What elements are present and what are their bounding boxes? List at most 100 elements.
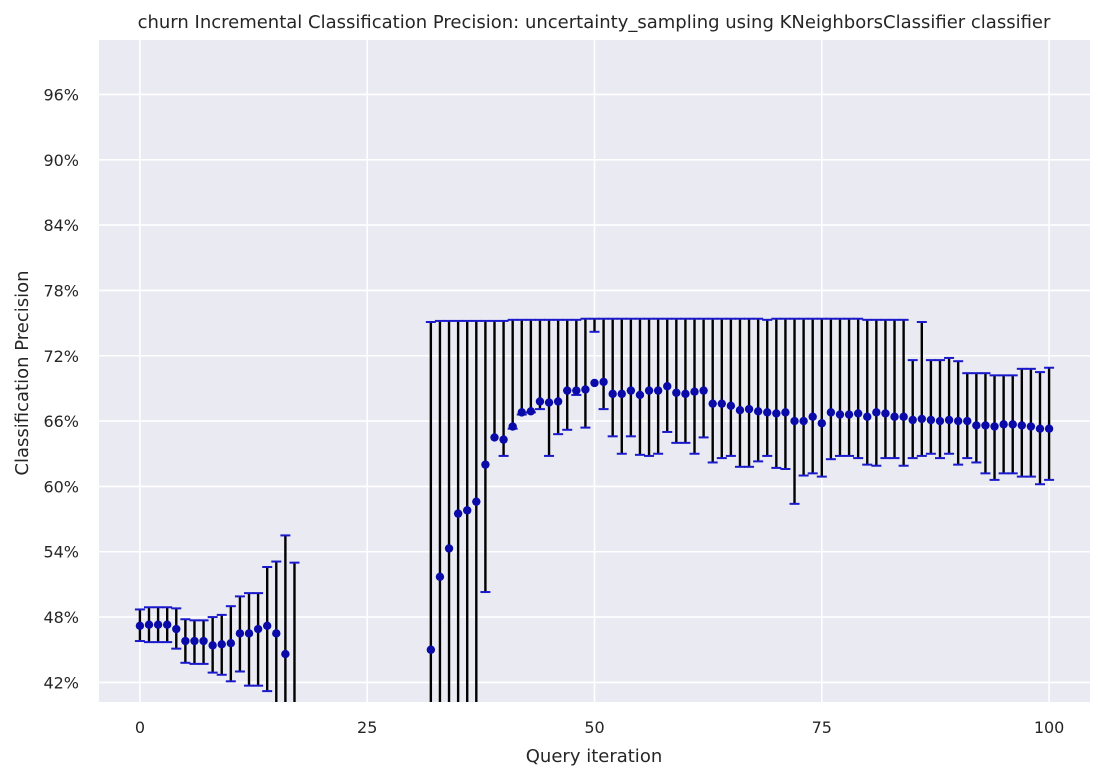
data-point (1026, 422, 1036, 431)
data-point (981, 421, 990, 430)
data-point (162, 620, 172, 629)
data-point (426, 645, 436, 654)
data-point (253, 624, 263, 634)
data-point (490, 433, 499, 442)
data-point (917, 414, 927, 424)
data-point (972, 421, 981, 430)
chart-title: churn Incremental Classification Precisi… (138, 12, 1051, 33)
data-point (872, 408, 881, 417)
error-bars (134, 317, 1055, 702)
x-axis-title: Query iteration (526, 746, 662, 767)
y-tick-labels: 42% 48% 54% 60% 66% 72% 78% 84% 90% 96% (43, 85, 79, 692)
data-point (626, 386, 636, 395)
data-point (226, 639, 236, 648)
y-tick-label: 96% (43, 85, 79, 104)
data-point (717, 399, 726, 408)
data-point (508, 422, 517, 431)
y-tick-label: 60% (43, 477, 79, 496)
data-point (663, 382, 672, 391)
data-point (590, 378, 599, 388)
data-point (544, 398, 554, 407)
y-tick-label: 48% (43, 608, 79, 627)
data-point (926, 415, 936, 425)
data-point (463, 506, 472, 515)
data-point (844, 410, 854, 419)
data-point (990, 422, 999, 431)
data-point (735, 405, 745, 415)
data-point (953, 416, 963, 426)
data-point (235, 629, 245, 638)
data-point (808, 412, 817, 421)
data-point (199, 636, 208, 646)
data-point (181, 636, 190, 646)
data-point (908, 415, 917, 425)
x-tick-label: 75 (812, 718, 832, 737)
data-point (1044, 424, 1054, 433)
y-tick-label: 42% (43, 673, 79, 692)
y-tick-label: 72% (43, 347, 79, 366)
data-point (881, 409, 890, 418)
data-point (763, 408, 772, 417)
data-point (653, 386, 663, 395)
data-point (262, 621, 272, 630)
data-point (690, 387, 699, 396)
data-point (726, 401, 736, 411)
data-point (599, 377, 608, 387)
x-tick-label: 25 (357, 718, 377, 737)
data-point (281, 649, 290, 659)
data-point (835, 410, 845, 419)
data-point (535, 397, 545, 406)
data-point (999, 420, 1008, 429)
data-point (699, 386, 708, 395)
data-point (890, 412, 899, 421)
data-point (781, 408, 790, 417)
data-point (963, 416, 972, 426)
data-point (435, 572, 445, 581)
data-point (744, 404, 754, 414)
data-point (244, 629, 254, 638)
data-point (772, 409, 781, 418)
x-tick-labels: 0 25 50 75 100 (135, 718, 1065, 737)
data-point (935, 416, 945, 426)
data-point (481, 460, 490, 469)
data-point (817, 419, 826, 428)
data-point (899, 412, 908, 421)
data-point (153, 620, 163, 629)
y-tick-label: 66% (43, 412, 79, 431)
data-point (499, 435, 508, 444)
data-point (944, 415, 954, 425)
data-point (708, 399, 717, 408)
data-point (190, 636, 199, 646)
data-point (517, 408, 526, 417)
data-points (135, 377, 1054, 659)
data-point (444, 544, 454, 553)
y-tick-label: 54% (43, 543, 79, 562)
data-point (553, 397, 563, 406)
data-point (1017, 421, 1027, 430)
data-point (853, 409, 863, 418)
data-point (581, 385, 590, 394)
data-point (135, 621, 145, 630)
y-axis-title: Classification Precision (12, 270, 33, 475)
data-point (635, 390, 645, 400)
y-tick-label: 84% (43, 216, 79, 235)
data-point (672, 388, 681, 397)
data-point (208, 641, 217, 650)
data-point (453, 509, 463, 518)
y-tick-label: 78% (43, 281, 79, 300)
data-point (1035, 424, 1045, 433)
y-tick-label: 90% (43, 151, 79, 170)
data-point (799, 416, 808, 426)
data-point (644, 386, 654, 395)
data-point (572, 386, 581, 395)
x-tick-label: 0 (135, 718, 145, 737)
data-point (472, 497, 481, 506)
data-point (172, 624, 181, 634)
x-tick-label: 50 (584, 718, 604, 737)
data-point (217, 640, 226, 649)
data-point (608, 389, 617, 399)
data-point (753, 407, 763, 416)
data-point (826, 408, 836, 417)
